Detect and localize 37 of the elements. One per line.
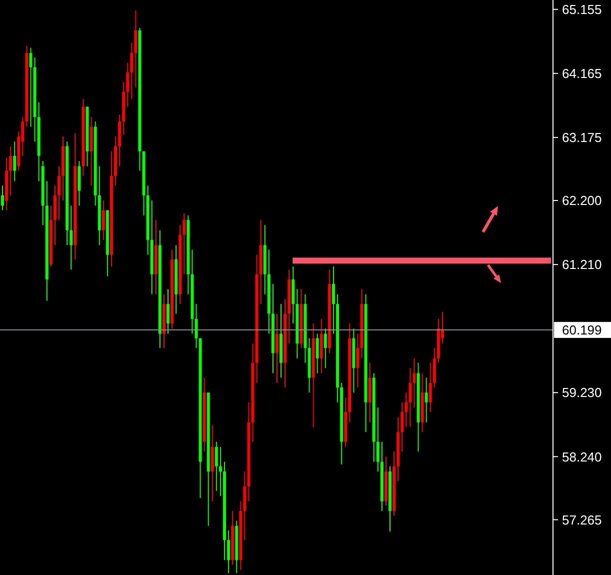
candlestick: [58, 166, 61, 220]
y-tick-label: 59.230: [562, 385, 602, 400]
candlestick: [70, 205, 73, 270]
candlestick: [400, 402, 404, 452]
y-tick-label: 65.155: [562, 2, 602, 17]
candlestick: [324, 328, 327, 369]
y-tick-label: 61.210: [562, 257, 602, 272]
candlestick: [404, 392, 408, 428]
candlestick: [166, 288, 170, 334]
candlestick: [408, 368, 412, 428]
candlestick: [134, 10, 138, 88]
y-tick-label: 63.175: [562, 130, 602, 146]
candlestick: [194, 303, 198, 348]
candlestick: [182, 212, 186, 275]
candlestick: [356, 333, 360, 388]
candlestick: [412, 358, 416, 408]
candlestick: [275, 313, 278, 384]
y-tick-label: 57.265: [562, 512, 602, 528]
candlestick: [9, 146, 12, 196]
candlestick: [1, 185, 4, 211]
candlestick: [130, 42, 134, 100]
candlestick: [376, 406, 380, 472]
candlestick: [218, 446, 222, 497]
y-tick-label: 64.165: [562, 66, 602, 82]
candlestick: [424, 377, 428, 423]
y-tick-label: 58.240: [562, 449, 602, 464]
candlestick: [332, 266, 335, 334]
candlestick: [316, 333, 319, 374]
ref-line-label: 60.199: [562, 322, 602, 338]
candlestick: [428, 362, 432, 413]
candlestick: [227, 530, 230, 574]
candlestick: [13, 141, 16, 182]
candlestick: [214, 441, 218, 492]
y-tick-label: 62.200: [562, 193, 602, 208]
candlestick: [102, 200, 105, 240]
candlestick: [29, 47, 32, 128]
candlestick: [126, 62, 130, 108]
